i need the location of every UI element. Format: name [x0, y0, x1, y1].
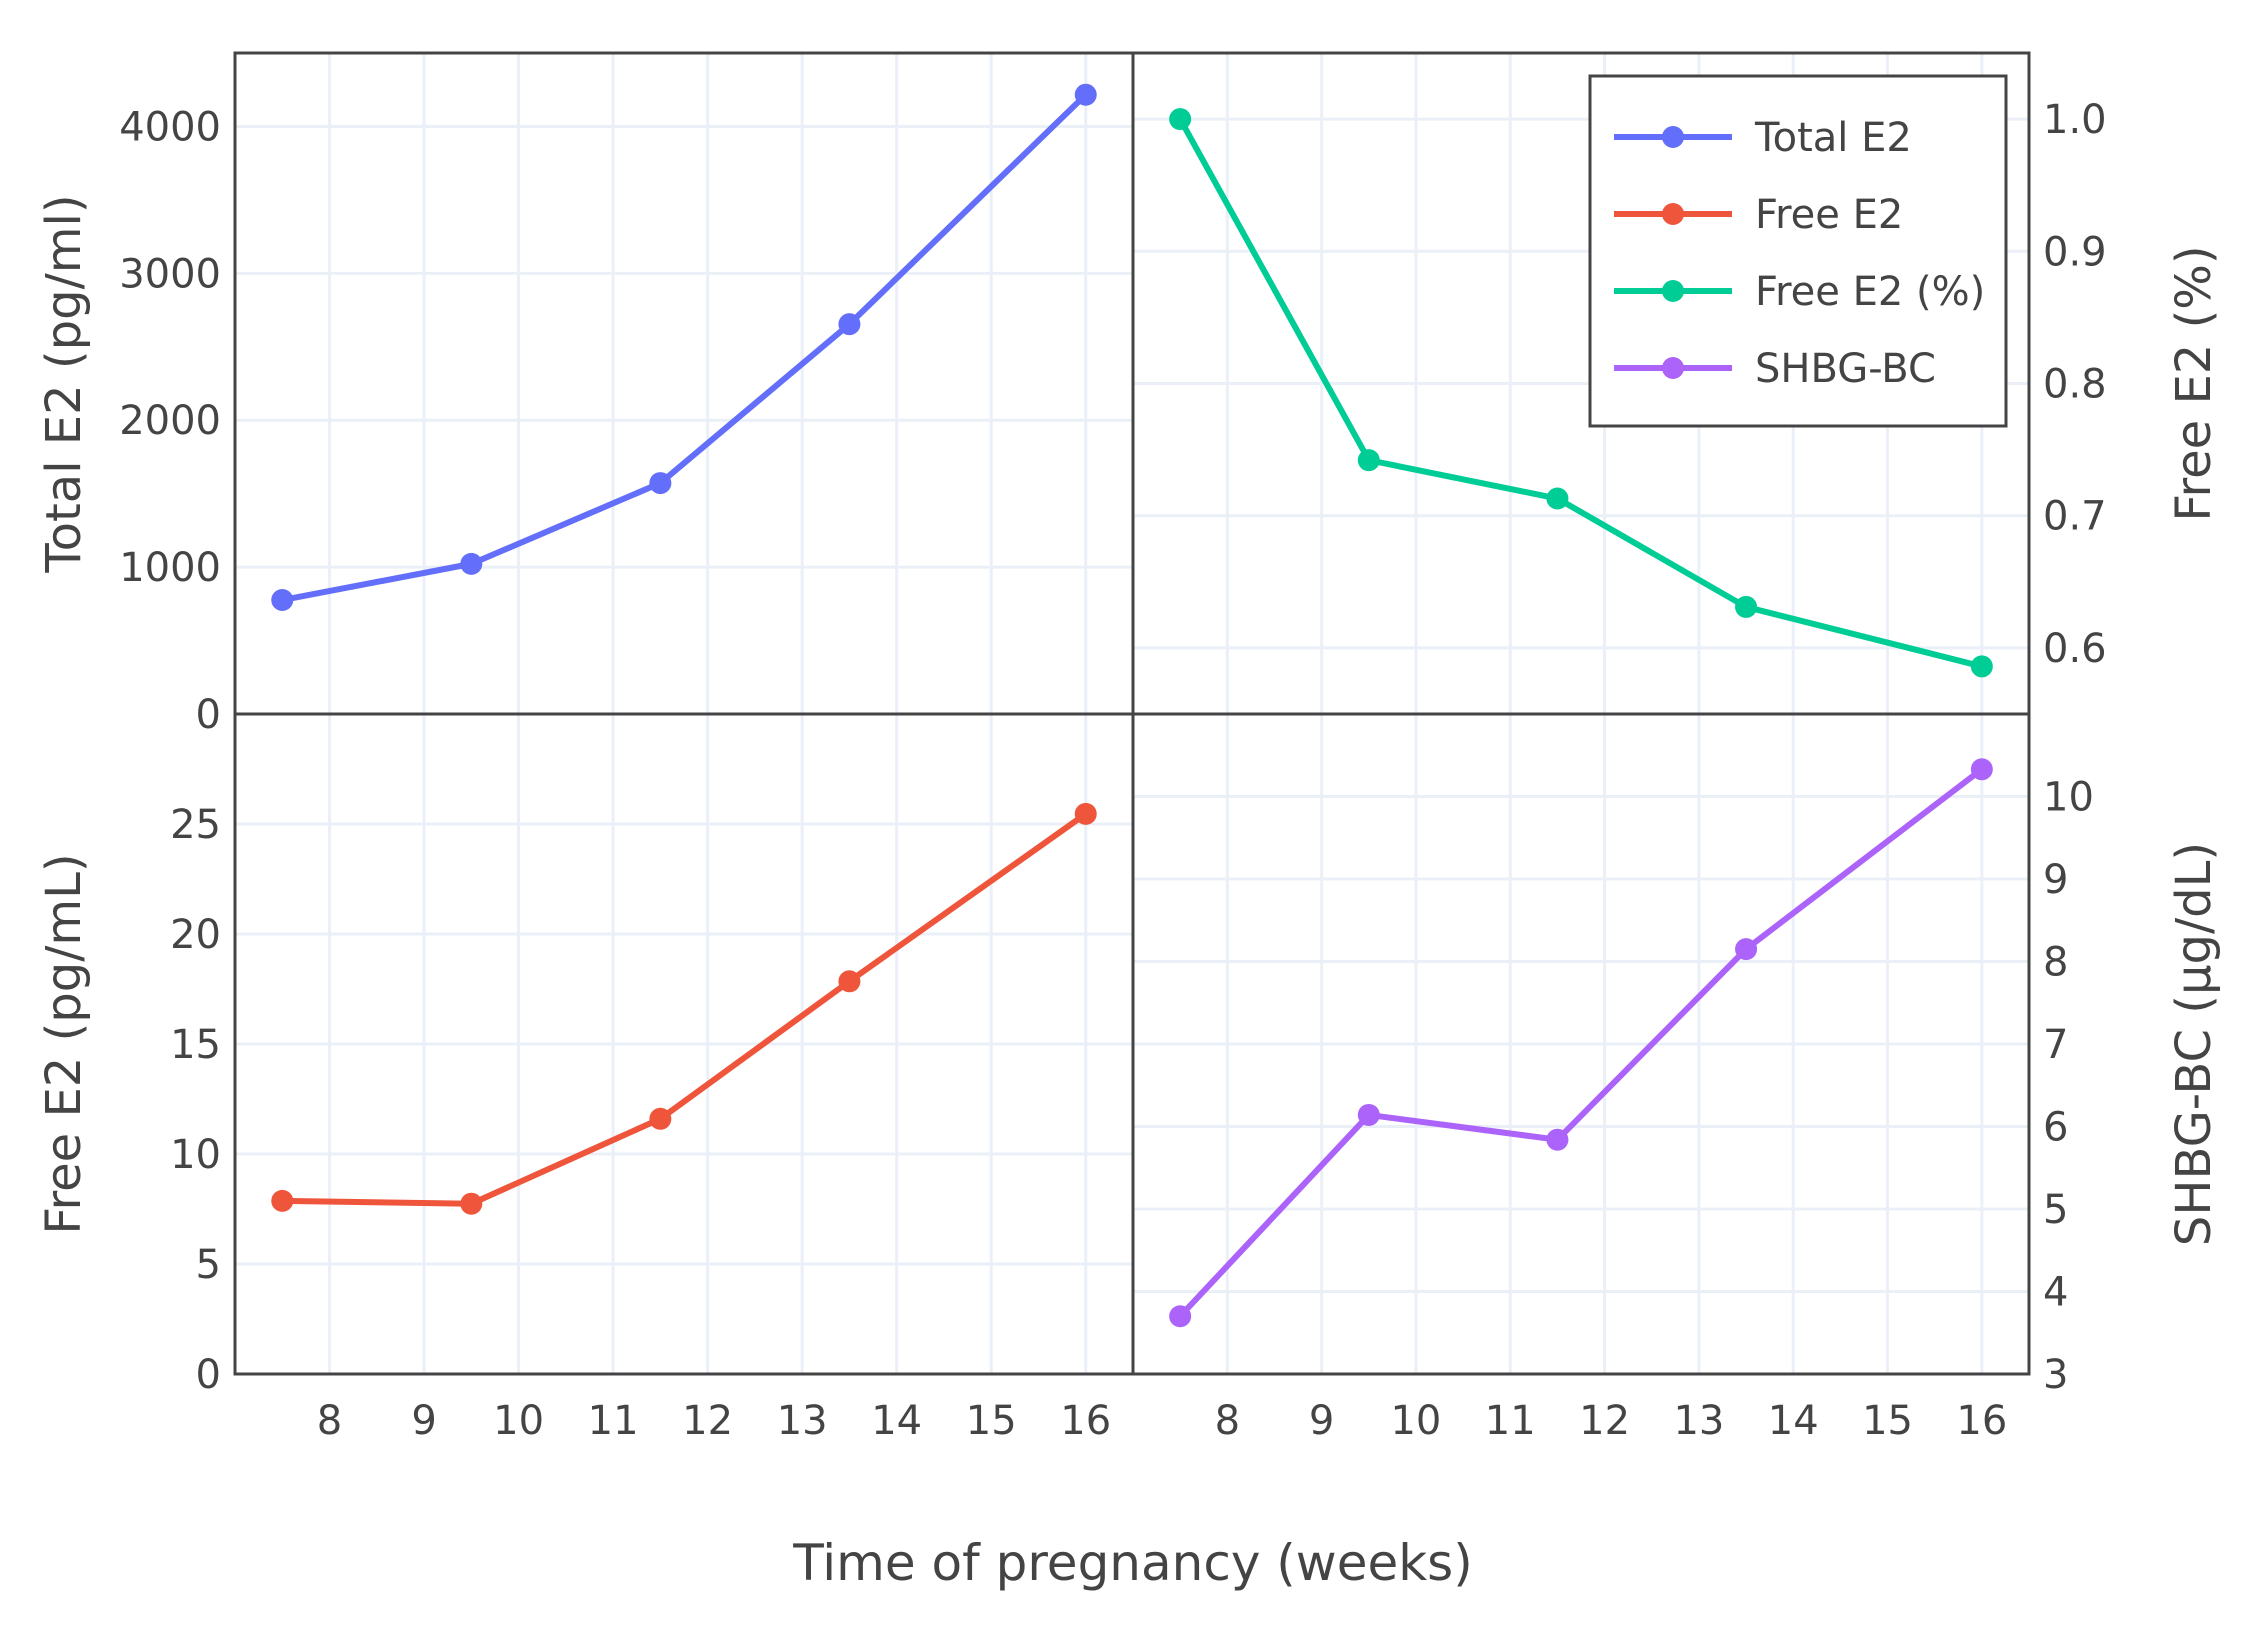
y-tick-label: 8 — [2043, 940, 2068, 986]
data-point — [1735, 938, 1758, 961]
x-tick-label: 8 — [317, 1398, 342, 1444]
data-point — [460, 1192, 483, 1215]
data-point — [271, 589, 294, 612]
data-point — [1970, 655, 1993, 678]
y-axis-title: Total E2 (pg/ml) — [36, 194, 92, 573]
y-tick-label: 5 — [196, 1242, 221, 1288]
data-point — [1357, 1103, 1380, 1126]
data-point — [1546, 487, 1569, 510]
y-tick-label: 2000 — [119, 398, 221, 444]
y-tick-label: 0 — [196, 692, 221, 738]
legend-label: Total E2 — [1754, 115, 1912, 161]
y-axis-title: Free E2 (pg/mL) — [36, 853, 92, 1234]
data-point — [1074, 83, 1097, 106]
legend-marker — [1662, 357, 1684, 379]
x-tick-label: 12 — [1579, 1398, 1630, 1444]
x-tick-label: 14 — [871, 1398, 922, 1444]
y-tick-label: 1000 — [119, 545, 221, 591]
legend-marker — [1662, 203, 1684, 225]
x-tick-label: 10 — [493, 1398, 544, 1444]
series-layer — [271, 83, 1993, 1328]
y-tick-label: 0.8 — [2043, 362, 2107, 408]
legend-label: SHBG-BC — [1755, 346, 1936, 392]
legend-marker — [1662, 126, 1684, 148]
data-point — [838, 970, 861, 993]
data-point — [1735, 595, 1758, 618]
data-point — [1074, 802, 1097, 825]
y-tick-label: 5 — [2043, 1187, 2068, 1233]
data-point — [1546, 1128, 1569, 1151]
x-tick-label: 15 — [966, 1398, 1017, 1444]
x-tick-label: 12 — [682, 1398, 733, 1444]
y-tick-label: 0.9 — [2043, 229, 2107, 275]
x-tick-label: 8 — [1215, 1398, 1240, 1444]
y-tick-label: 7 — [2043, 1022, 2068, 1068]
y-tick-label: 15 — [170, 1022, 221, 1068]
y-tick-label: 1.0 — [2043, 97, 2107, 143]
y-tick-label: 6 — [2043, 1105, 2068, 1151]
y-axis-title: Free E2 (%) — [2166, 245, 2222, 521]
data-point — [649, 1107, 672, 1130]
legend-label: Free E2 — [1755, 192, 1903, 238]
x-tick-label: 11 — [1485, 1398, 1536, 1444]
data-point — [1970, 758, 1993, 781]
data-point — [1169, 108, 1192, 131]
axes-layer: 0 1000 2000 3000 4000 Total E2 (pg/ml) 0.6 0.7 0… — [36, 97, 2222, 1444]
data-point — [271, 1189, 294, 1212]
y-tick-label: 0.6 — [2043, 626, 2107, 672]
x-tick-label: 15 — [1862, 1398, 1913, 1444]
y-tick-label: 10 — [2043, 775, 2094, 821]
panel-frames — [233, 51, 2031, 1376]
x-axis-title: Time of pregnancy (weeks) — [792, 1534, 1472, 1592]
y-tick-label: 0 — [196, 1352, 221, 1398]
y-tick-label: 20 — [170, 912, 221, 958]
legend-label: Free E2 (%) — [1755, 269, 1985, 315]
legend-marker — [1662, 280, 1684, 302]
x-tick-label: 9 — [1309, 1398, 1334, 1444]
series-line-free-e2 — [282, 811, 1088, 1207]
x-tick-label: 13 — [1673, 1398, 1724, 1444]
x-tick-label: 16 — [1060, 1398, 1111, 1444]
data-point — [460, 552, 483, 575]
data-point — [1357, 449, 1380, 472]
y-tick-label: 10 — [170, 1132, 221, 1178]
data-point — [1169, 1305, 1192, 1328]
y-tick-label: 0.7 — [2043, 494, 2107, 540]
y-axis-title: SHBG-BC (µg/dL) — [2166, 842, 2222, 1246]
data-point — [838, 313, 861, 336]
x-tick-label: 11 — [588, 1398, 639, 1444]
y-tick-label: 25 — [170, 802, 221, 848]
series-line-total-e2 — [281, 92, 1088, 603]
x-tick-label: 9 — [411, 1398, 436, 1444]
x-tick-label: 16 — [1956, 1398, 2007, 1444]
y-tick-label: 4 — [2043, 1270, 2068, 1316]
x-tick-label: 13 — [777, 1398, 828, 1444]
x-tick-label: 10 — [1390, 1398, 1441, 1444]
y-tick-label: 4000 — [119, 104, 221, 150]
y-tick-label: 3 — [2043, 1352, 2068, 1398]
y-tick-label: 3000 — [119, 251, 221, 297]
y-tick-label: 9 — [2043, 857, 2068, 903]
legend: Total E2 Free E2 Free E2 (%) SHBG-BC — [1588, 74, 2008, 428]
x-tick-label: 14 — [1768, 1398, 1819, 1444]
data-point — [649, 472, 672, 495]
